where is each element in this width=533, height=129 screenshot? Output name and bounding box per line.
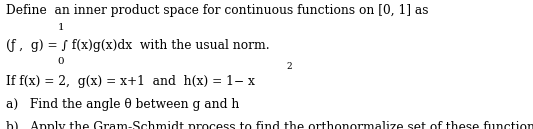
Text: a)   Find the angle θ between g and h: a) Find the angle θ between g and h: [6, 98, 240, 111]
Text: 1: 1: [58, 23, 64, 32]
Text: 2: 2: [287, 62, 293, 71]
Text: If f(x) = 2,  g(x) = x+1  and  h(x) = 1− x: If f(x) = 2, g(x) = x+1 and h(x) = 1− x: [6, 75, 255, 88]
Text: (ƒ ,  g) = ∫ f(x)g(x)dx  with the usual norm.: (ƒ , g) = ∫ f(x)g(x)dx with the usual no…: [6, 39, 270, 52]
Text: Define  an inner product space for continuous functions on [0, 1] as: Define an inner product space for contin…: [6, 4, 429, 17]
Text: b)   Apply the Gram-Schmidt process to find the orthonormalize set of these func: b) Apply the Gram-Schmidt process to fin…: [6, 121, 533, 129]
Text: 0: 0: [58, 57, 64, 66]
